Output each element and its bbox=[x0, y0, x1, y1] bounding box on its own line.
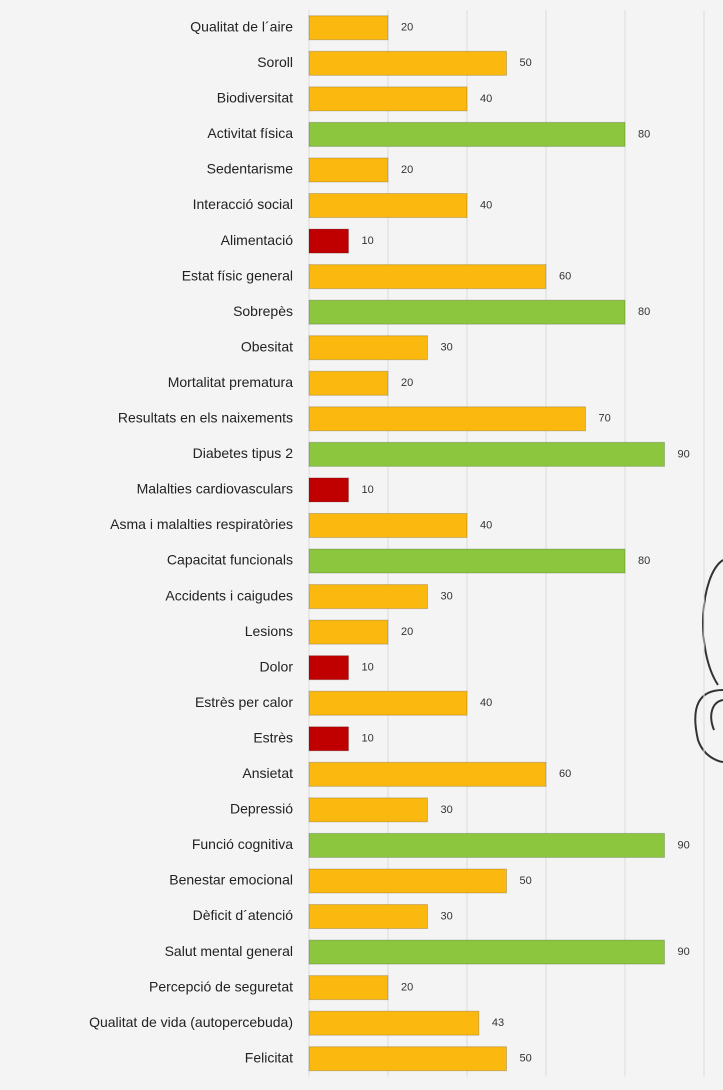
category-label: Asma i malalties respiratòries bbox=[110, 516, 293, 532]
bar bbox=[308, 193, 468, 219]
value-label: 80 bbox=[638, 555, 650, 567]
bar bbox=[308, 121, 626, 147]
value-label: 10 bbox=[362, 484, 374, 496]
value-label: 30 bbox=[441, 590, 453, 602]
category-label: Salut mental general bbox=[165, 943, 293, 959]
value-label: 80 bbox=[638, 128, 650, 140]
category-label: Qualitat de l´aire bbox=[190, 18, 293, 34]
decoration bbox=[694, 559, 723, 763]
category-label: Funció cognitiva bbox=[192, 836, 293, 852]
category-label: Resultats en els naixements bbox=[118, 410, 293, 426]
bar bbox=[308, 228, 349, 254]
bar bbox=[308, 975, 389, 1001]
bar bbox=[308, 512, 468, 538]
value-label: 20 bbox=[401, 626, 413, 638]
category-label: Estrès bbox=[253, 729, 293, 745]
bar bbox=[308, 619, 389, 645]
bar bbox=[308, 655, 349, 681]
category-label: Sobrepès bbox=[233, 303, 293, 319]
category-label: Estrès per calor bbox=[195, 694, 293, 710]
category-label: Benestar emocional bbox=[169, 872, 293, 888]
category-label: Biodiversitat bbox=[217, 90, 293, 106]
category-label: Estat físic general bbox=[182, 267, 293, 283]
value-label: 40 bbox=[480, 93, 492, 105]
value-label: 90 bbox=[678, 839, 690, 851]
category-label: Mortalitat prematura bbox=[168, 374, 293, 390]
category-label: Dolor bbox=[260, 658, 294, 674]
value-label: 50 bbox=[520, 875, 532, 887]
bar bbox=[308, 50, 507, 76]
bar bbox=[308, 299, 626, 325]
category-label: Alimentació bbox=[221, 232, 294, 248]
value-label: 50 bbox=[520, 57, 532, 69]
bar bbox=[308, 264, 547, 290]
value-label: 40 bbox=[480, 697, 492, 709]
bar bbox=[308, 832, 665, 858]
category-label: Diabetes tipus 2 bbox=[193, 445, 294, 461]
value-label: 90 bbox=[678, 448, 690, 460]
value-label: 20 bbox=[401, 22, 413, 34]
value-label: 60 bbox=[559, 271, 571, 283]
value-label: 40 bbox=[480, 199, 492, 211]
bar bbox=[308, 477, 349, 503]
category-label: Sedentarisme bbox=[207, 161, 294, 177]
category-label: Soroll bbox=[257, 54, 293, 70]
category-label: Depressió bbox=[230, 801, 293, 817]
value-label: 20 bbox=[401, 377, 413, 389]
category-label: Capacitat funcionals bbox=[167, 552, 293, 568]
value-label: 80 bbox=[638, 306, 650, 318]
bar bbox=[308, 726, 349, 752]
value-label: 20 bbox=[401, 164, 413, 176]
bar bbox=[308, 370, 389, 396]
bar bbox=[308, 1046, 507, 1072]
bar bbox=[308, 797, 428, 823]
value-label: 90 bbox=[678, 946, 690, 958]
bar bbox=[308, 86, 468, 112]
category-label: Accidents i caigudes bbox=[165, 587, 293, 603]
bar bbox=[308, 868, 507, 894]
category-label: Ansietat bbox=[242, 765, 293, 781]
bar bbox=[308, 584, 428, 610]
category-label: Activitat física bbox=[207, 125, 293, 141]
value-label: 70 bbox=[599, 413, 611, 425]
value-label: 30 bbox=[441, 910, 453, 922]
value-label: 30 bbox=[441, 804, 453, 816]
value-label: 30 bbox=[441, 342, 453, 354]
bars: Qualitat de l´aire 20 Soroll 50 Biodiversita… bbox=[89, 15, 690, 1072]
bar bbox=[308, 335, 428, 361]
category-label: Percepció de seguretat bbox=[149, 978, 293, 994]
value-label: 43 bbox=[492, 1017, 504, 1029]
bar bbox=[308, 157, 389, 183]
value-label: 10 bbox=[362, 733, 374, 745]
category-label: Malalties cardiovasculars bbox=[137, 481, 293, 497]
value-label: 40 bbox=[480, 519, 492, 531]
bar bbox=[308, 761, 547, 787]
value-label: 60 bbox=[559, 768, 571, 780]
bar bbox=[308, 15, 389, 41]
category-label: Lesions bbox=[245, 623, 293, 639]
bar bbox=[308, 1010, 480, 1036]
category-label: Interacció social bbox=[193, 196, 293, 212]
category-label: Obesitat bbox=[241, 338, 293, 354]
category-label: Qualitat de vida (autopercebuda) bbox=[89, 1014, 293, 1030]
bar bbox=[308, 548, 626, 574]
category-label: Dèficit d´atenció bbox=[193, 907, 294, 923]
value-label: 50 bbox=[520, 1053, 532, 1065]
value-label: 10 bbox=[362, 235, 374, 247]
bar bbox=[308, 939, 665, 965]
bar bbox=[308, 904, 428, 930]
bar bbox=[308, 406, 586, 432]
value-label: 10 bbox=[362, 662, 374, 674]
category-label: Felicitat bbox=[245, 1049, 293, 1065]
value-label: 20 bbox=[401, 982, 413, 994]
bar bbox=[308, 690, 468, 716]
bar bbox=[308, 441, 665, 467]
